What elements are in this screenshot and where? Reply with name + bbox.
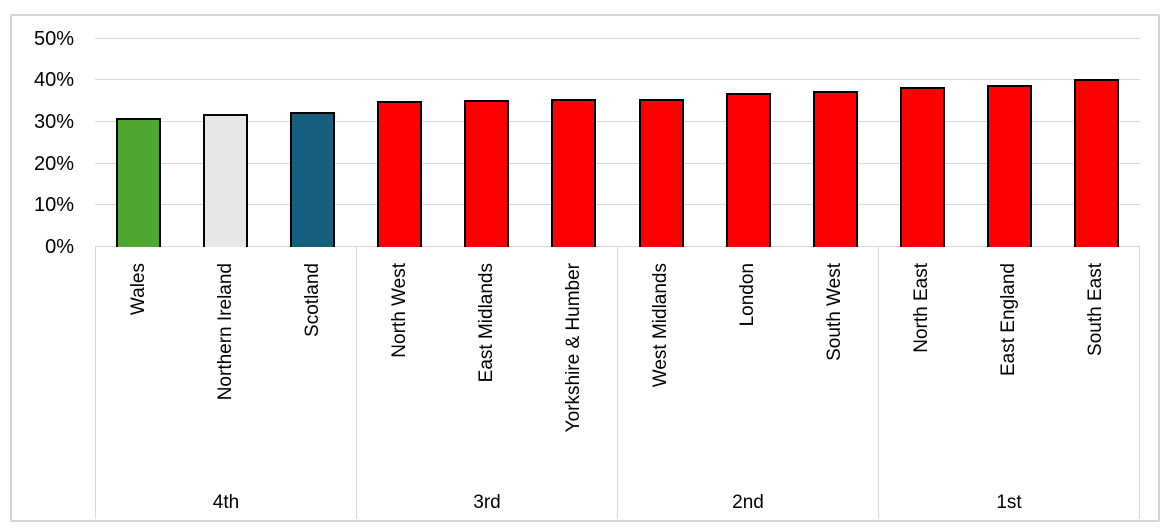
- y-tick-label: 50%: [33, 27, 74, 50]
- bar-london: [725, 93, 771, 247]
- x-axis-line: [95, 246, 1140, 247]
- group-tier-label: 3rd: [473, 492, 501, 513]
- category-label: East Midlands: [476, 263, 498, 383]
- category-label: Wales: [128, 263, 150, 316]
- chart-inner: Wales Northern Ireland Scotland 4th North We…: [12, 16, 1158, 520]
- bar-east-england: [986, 85, 1032, 247]
- category-labels-row: North East East England South East: [879, 247, 1139, 519]
- y-tick-label: 20%: [33, 152, 74, 175]
- y-tick-label: 0%: [45, 236, 74, 258]
- group-tier-label: 1st: [996, 492, 1022, 513]
- bar-south-east: [1073, 79, 1119, 247]
- category-labels-row: West Midlands London South West: [618, 247, 878, 519]
- category-cell: North East: [879, 247, 966, 519]
- category-cell: Northern Ireland: [183, 247, 270, 519]
- category-labels-row: North West East Midlands Yorkshire & Humbe…: [357, 247, 617, 519]
- category-cell: East Midlands: [444, 247, 531, 519]
- category-cell: West Midlands: [618, 247, 705, 519]
- y-tick-label: 30%: [33, 110, 74, 133]
- gridline-10: [95, 204, 1140, 206]
- category-label: East England: [998, 263, 1020, 377]
- category-label: Scotland: [301, 263, 323, 337]
- category-cell: South East: [1052, 247, 1139, 519]
- category-label: Northern Ireland: [215, 263, 237, 401]
- bar-chart: Wales Northern Ireland Scotland 4th North We…: [10, 14, 1160, 522]
- category-cell: Scotland: [269, 247, 356, 519]
- category-labels-row: Wales Northern Ireland Scotland: [96, 247, 356, 519]
- gridline-50: [95, 37, 1140, 39]
- bar-west-midlands: [638, 99, 684, 247]
- category-group-2nd: West Midlands London South West 2nd: [618, 247, 879, 519]
- category-label: North West: [389, 263, 411, 358]
- bar-north-west: [377, 100, 423, 247]
- bar-yorkshire-humber: [551, 99, 597, 247]
- gridline-30: [95, 120, 1140, 122]
- bar-northern-ireland: [203, 113, 249, 247]
- bar-south-west: [812, 91, 858, 247]
- y-tick-label: 10%: [33, 194, 74, 217]
- category-label: South East: [1084, 263, 1106, 356]
- category-label: London: [737, 263, 759, 327]
- gridline-40: [95, 79, 1140, 81]
- category-label: South West: [823, 263, 845, 361]
- category-label: Yorkshire & Humber: [562, 263, 584, 433]
- bar-east-midlands: [464, 100, 510, 247]
- group-tier-label: 4th: [212, 492, 240, 513]
- category-cell: Yorkshire & Humber: [530, 247, 617, 519]
- category-cell: London: [705, 247, 792, 519]
- bar-north-east: [899, 86, 945, 247]
- category-axis-table: Wales Northern Ireland Scotland 4th North We…: [95, 247, 1140, 519]
- y-tick-label: 40%: [33, 69, 74, 92]
- category-group-3rd: North West East Midlands Yorkshire & Humbe…: [357, 247, 618, 519]
- plot-area: [95, 16, 1140, 247]
- group-tier-label: 2nd: [732, 492, 764, 513]
- category-label: North East: [911, 263, 933, 353]
- category-group-1st: North East East England South East 1st: [879, 247, 1140, 519]
- category-cell: East England: [966, 247, 1053, 519]
- category-cell: Wales: [96, 247, 183, 519]
- gridline-20: [95, 162, 1140, 164]
- category-group-4th: Wales Northern Ireland Scotland 4th: [96, 247, 357, 519]
- bar-wales: [116, 117, 162, 247]
- bar-scotland: [290, 112, 336, 247]
- category-cell: South West: [791, 247, 878, 519]
- category-cell: North West: [357, 247, 444, 519]
- category-label: West Midlands: [650, 263, 672, 388]
